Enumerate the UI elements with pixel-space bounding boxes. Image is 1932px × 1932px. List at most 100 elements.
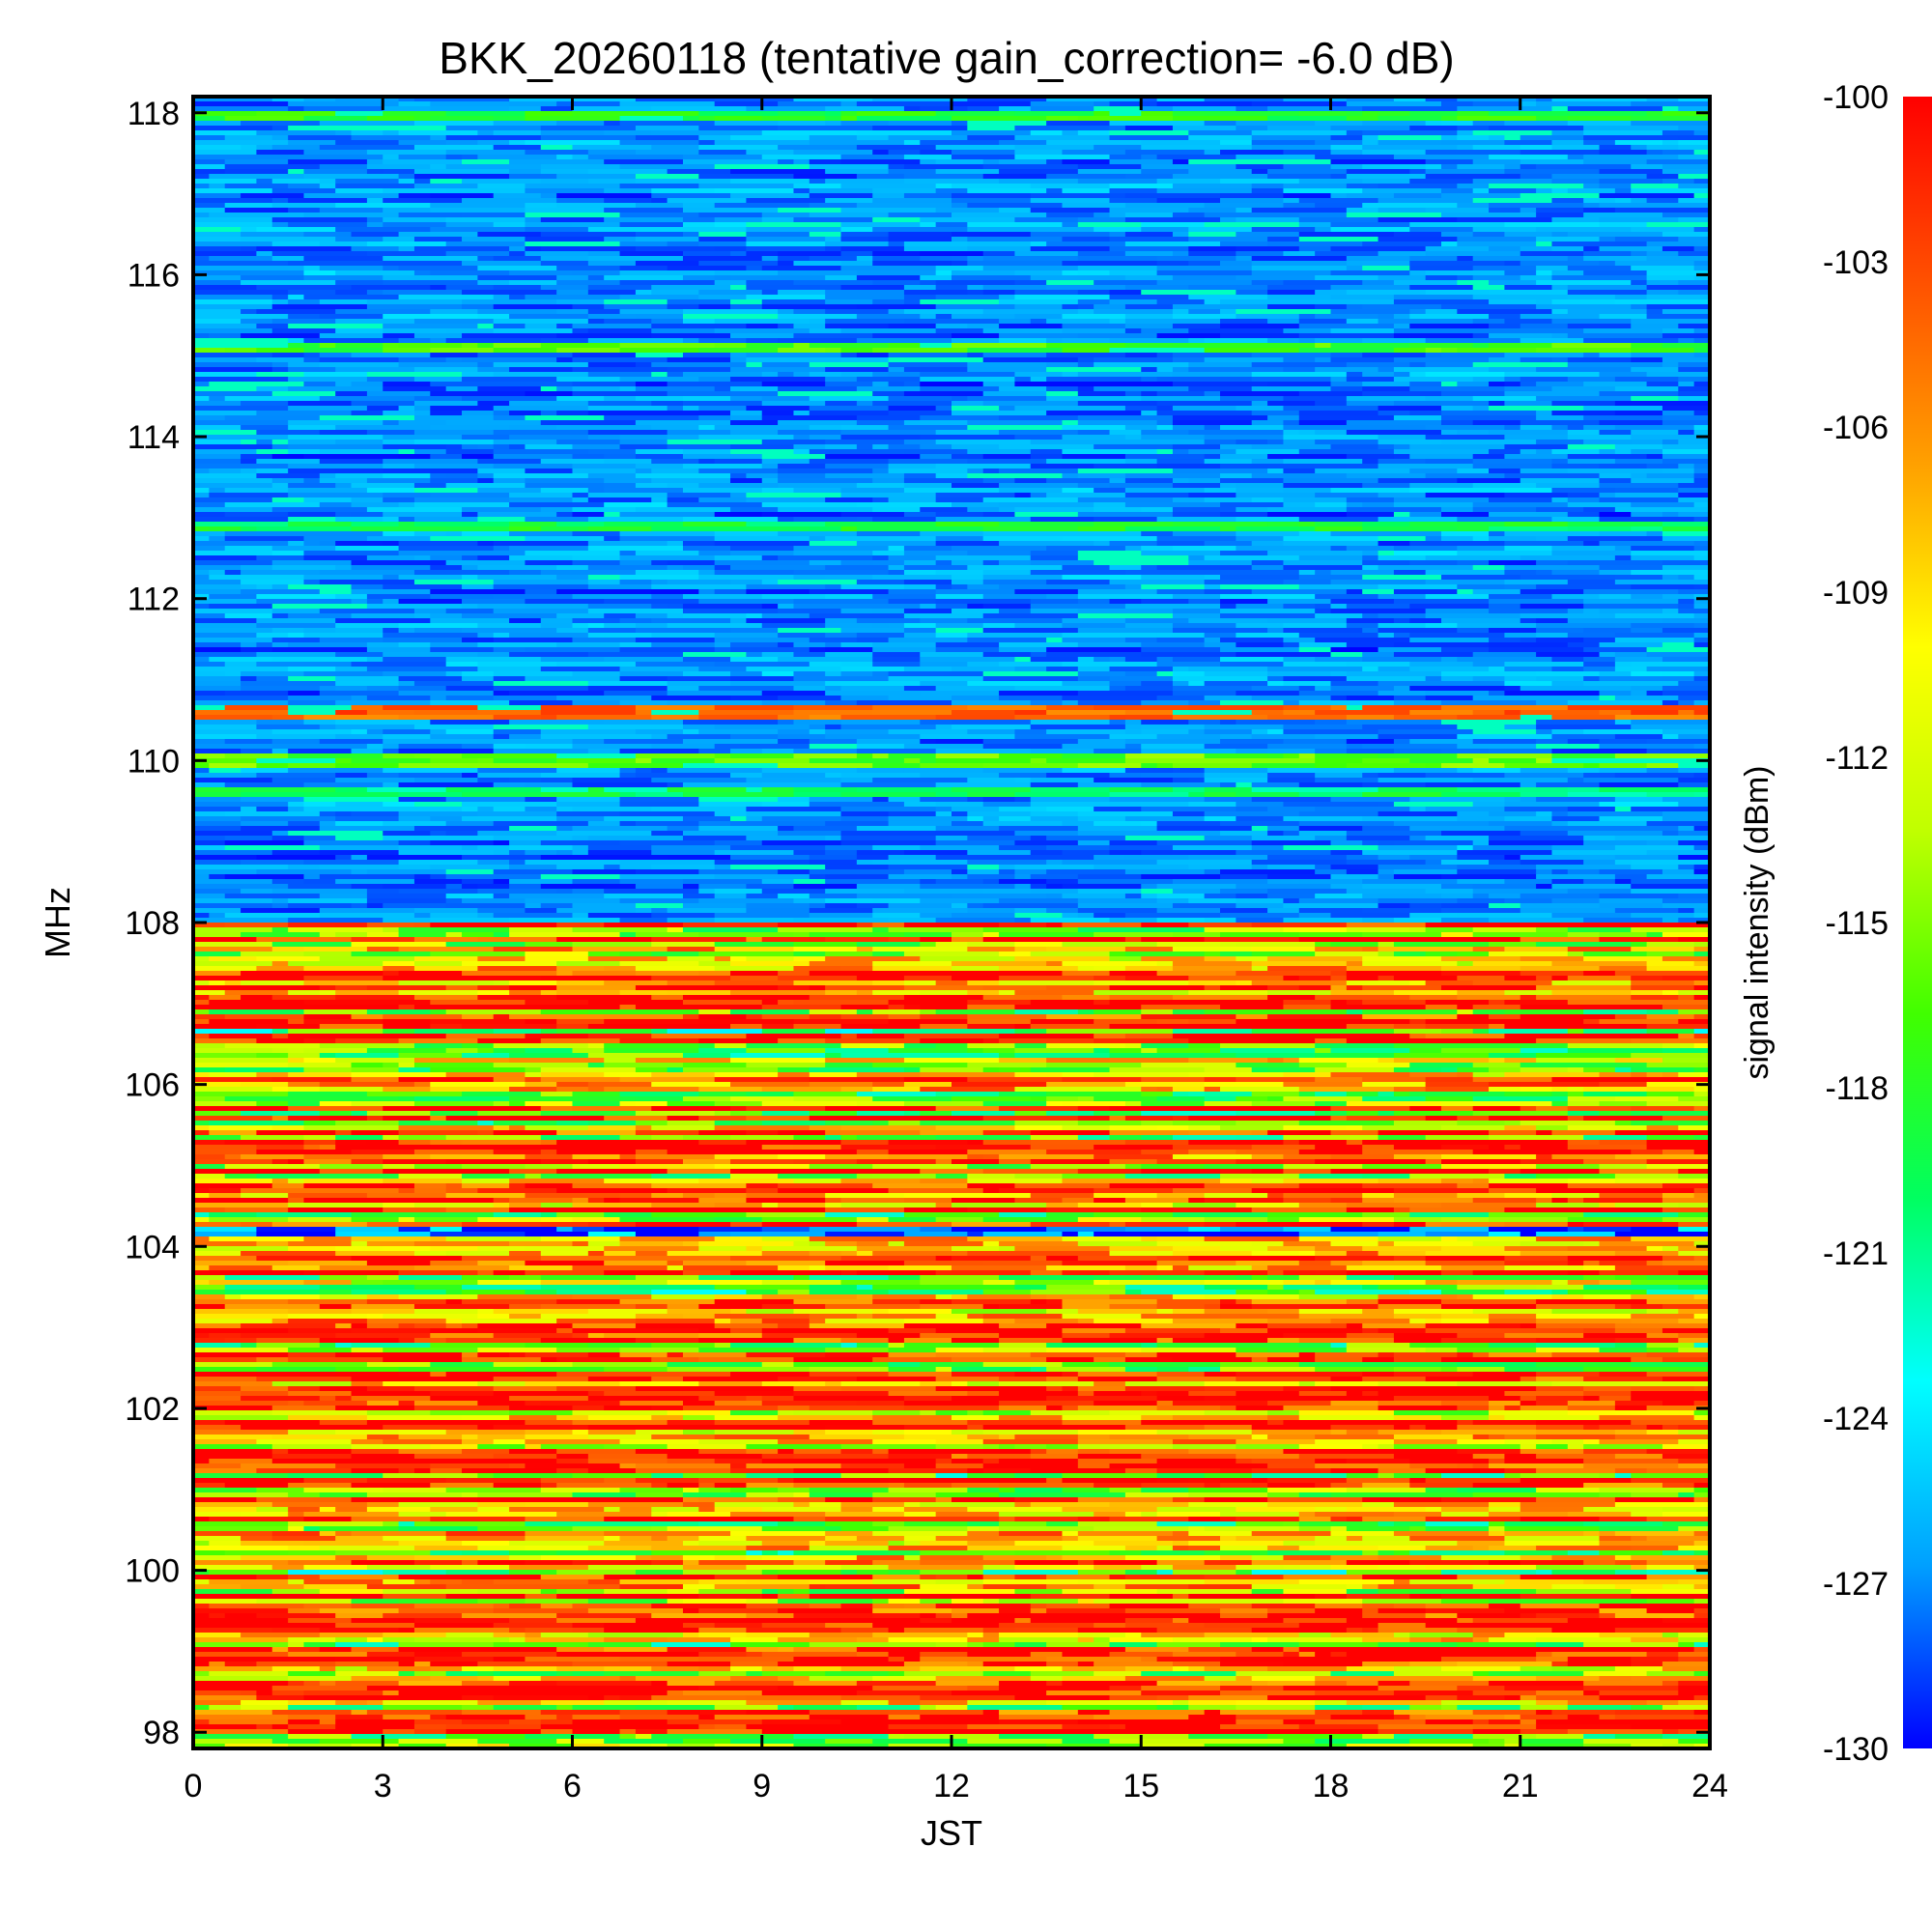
heatmap-cell	[1362, 502, 1395, 508]
heatmap-cell	[1472, 275, 1521, 281]
heatmap-cell	[319, 638, 384, 643]
heatmap-cell	[698, 140, 716, 146]
heatmap-cell	[1188, 705, 1285, 711]
heatmap-cell	[651, 497, 668, 503]
heatmap-cell	[303, 266, 321, 271]
heatmap-cell	[1504, 879, 1553, 885]
heatmap-cell	[840, 536, 937, 542]
heatmap-cell	[1251, 101, 1348, 107]
heatmap-cell	[1583, 256, 1601, 262]
heatmap-cell	[1425, 473, 1505, 479]
heatmap-cell	[1678, 174, 1711, 180]
heatmap-cell	[1220, 309, 1236, 315]
heatmap-cell	[1551, 913, 1632, 919]
heatmap-cell	[398, 546, 495, 552]
heatmap-cell	[288, 266, 305, 271]
heatmap-cell	[1631, 860, 1711, 866]
heatmap-cell	[1298, 179, 1363, 185]
heatmap-cell	[1536, 618, 1569, 624]
heatmap-cell	[714, 570, 795, 576]
heatmap-cell	[1567, 522, 1663, 527]
heatmap-cell	[193, 657, 210, 663]
heatmap-cell	[1267, 729, 1285, 735]
heatmap-cell	[556, 865, 605, 870]
heatmap-cell	[1330, 942, 1379, 948]
heatmap-cell	[271, 126, 289, 131]
heatmap-cell	[193, 444, 273, 450]
heatmap-cell	[1457, 589, 1474, 595]
heatmap-cell	[1536, 874, 1616, 880]
heatmap-cell	[714, 222, 747, 228]
heatmap-cell	[809, 739, 858, 745]
heatmap-cell	[809, 328, 842, 334]
heatmap-cell	[1109, 580, 1206, 585]
heatmap-cell	[288, 821, 321, 827]
heatmap-cell	[1678, 831, 1711, 837]
heatmap-cell	[1409, 261, 1505, 267]
heatmap-cell	[224, 546, 273, 552]
heatmap-cell	[698, 802, 763, 808]
heatmap-cell	[920, 531, 984, 537]
heatmap-cell	[509, 174, 557, 180]
heatmap-cell	[1046, 213, 1094, 218]
heatmap-cell	[825, 319, 905, 325]
heatmap-cell	[604, 188, 621, 194]
heatmap-cell	[1567, 295, 1616, 300]
heatmap-cell	[383, 130, 400, 136]
heatmap-cell	[193, 266, 289, 271]
heatmap-cell	[1251, 923, 1348, 928]
heatmap-cell	[1504, 435, 1569, 440]
heatmap-cell	[1156, 464, 1221, 469]
heatmap-cell	[714, 536, 810, 542]
heatmap-cell	[667, 613, 684, 619]
heatmap-cell	[1362, 560, 1410, 566]
heatmap-cell	[256, 348, 305, 354]
heatmap-cell	[1362, 589, 1395, 595]
heatmap-cell	[525, 444, 574, 450]
heatmap-cell	[366, 150, 447, 156]
heatmap-cell	[256, 179, 273, 185]
heatmap-cell	[1188, 555, 1206, 561]
heatmap-cell	[1678, 217, 1711, 223]
heatmap-cell	[1551, 242, 1648, 247]
heatmap-cell	[1077, 671, 1126, 677]
heatmap-cell	[319, 691, 400, 696]
heatmap-cell	[1631, 440, 1663, 445]
heatmap-cell	[1156, 884, 1236, 890]
heatmap-cell	[413, 613, 431, 619]
heatmap-cell	[840, 488, 905, 494]
heatmap-cell	[572, 638, 637, 643]
heatmap-cell	[1124, 478, 1174, 484]
heatmap-cell	[999, 208, 1032, 213]
heatmap-cell	[1678, 604, 1695, 610]
heatmap-cell	[682, 232, 699, 238]
heatmap-cell	[383, 280, 478, 286]
heatmap-cell	[1251, 184, 1285, 189]
heatmap-cell	[682, 159, 779, 165]
heatmap-cell	[903, 242, 968, 247]
heatmap-cell	[1520, 686, 1601, 692]
heatmap-cell	[1536, 865, 1632, 870]
heatmap-cell	[1599, 903, 1663, 909]
heatmap-cell	[1489, 401, 1505, 407]
heatmap-cell	[540, 343, 621, 349]
heatmap-cell	[193, 662, 226, 668]
heatmap-cell	[1251, 401, 1268, 407]
heatmap-cell	[1631, 343, 1663, 349]
heatmap-cell	[698, 213, 763, 218]
heatmap-cell	[1567, 497, 1601, 503]
heatmap-cell	[1489, 840, 1584, 846]
heatmap-cell	[1330, 609, 1427, 614]
heatmap-cell	[935, 604, 968, 610]
heatmap-cell	[1409, 372, 1427, 378]
heatmap-cell	[1204, 744, 1268, 750]
heatmap-cell	[1267, 319, 1300, 325]
heatmap-cell	[667, 700, 763, 706]
heatmap-cell	[1693, 942, 1711, 948]
heatmap-cell	[1489, 691, 1505, 696]
heatmap-cell	[1330, 106, 1363, 112]
heatmap-cell	[1599, 169, 1663, 175]
heatmap-cell	[1678, 324, 1711, 329]
heatmap-cell	[271, 497, 305, 503]
heatmap-cell	[1409, 903, 1442, 909]
